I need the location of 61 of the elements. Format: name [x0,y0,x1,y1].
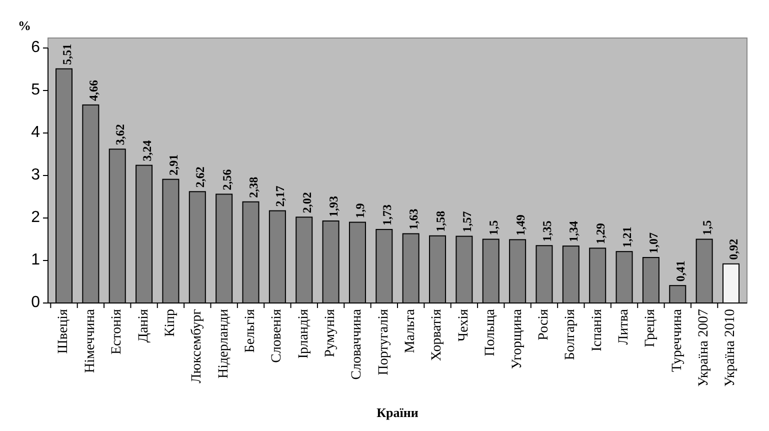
x-tick-label: Польща [483,308,498,356]
data-label: 2,56 [220,169,234,190]
x-tick-label: Греція [643,308,658,348]
y-tick-label: 5 [31,82,40,99]
x-tick-label: Болгарія [563,308,578,360]
x-tick-label: Словаччина [350,308,365,380]
data-label: 1,07 [646,232,661,254]
x-tick-label: Швеція [56,308,72,354]
data-label: 1,63 [406,208,421,230]
y-tick-label: 2 [31,209,40,226]
x-tick-label: Португалія [376,308,392,376]
data-label: 4,66 [86,80,100,101]
x-tick-label: Україна 2007 [696,309,712,387]
x-tick-label: Бельгія [242,308,258,353]
x-tick-label: Росія [536,308,552,340]
data-label: 2,38 [246,176,261,198]
x-tick-label: Ірландія [296,308,312,359]
data-label: 1,57 [460,211,474,232]
data-label: 2,17 [273,186,288,207]
x-tick-label: Словенія [270,308,285,363]
data-label: 1,49 [513,214,528,236]
y-tick-label: 0 [31,294,40,312]
y-tick-label: 4 [31,124,40,142]
y-tick-label: 6 [31,39,40,56]
data-label: 0,41 [673,260,688,282]
x-tick-label: Литва [616,308,632,345]
data-label: 2,62 [193,166,208,188]
x-tick-label: Нідерланди [216,308,232,378]
x-tick-label: Іспанія [590,308,605,352]
x-tick-label: Данія [136,308,152,343]
x-tick-label: Хорватія [430,308,445,361]
x-tick-label: Угорщина [510,308,525,370]
data-label: 3,62 [113,124,128,146]
data-label: 2,91 [166,154,180,176]
data-label: 1,5 [486,220,501,236]
x-tick-label: Естонія [110,308,125,355]
data-label: 2,02 [300,192,314,214]
x-tick-label: Мальта [403,308,418,354]
x-tick-label: Німеччина [82,308,98,374]
x-tick-label: Україна 2010 [723,309,738,387]
y-tick-label: 3 [31,166,40,184]
data-label: 3,24 [140,140,154,162]
x-tick-label: Туреччина [670,308,685,372]
y-tick-label: 1 [31,252,40,269]
data-label: 0,92 [726,238,741,260]
x-tick-label: Чехія [456,308,472,342]
data-label: 5,51 [60,44,74,65]
y-axis-title: % [18,18,31,33]
x-tick-label: Румунія [323,308,338,358]
data-label: 1,29 [593,223,608,244]
data-label: 1,58 [433,210,448,232]
data-label: 1,93 [326,196,341,217]
data-label: 1,9 [353,203,368,218]
x-axis-title: Країни [376,405,419,420]
data-label: 1,21 [620,226,634,248]
x-tick-label: Кіпр [162,309,178,337]
data-label: 1,35 [540,220,554,242]
data-label: 1,34 [566,221,581,242]
data-label: 1,73 [380,204,394,226]
x-tick-label: Люксембург [190,308,205,384]
data-label: 1,5 [700,220,714,236]
